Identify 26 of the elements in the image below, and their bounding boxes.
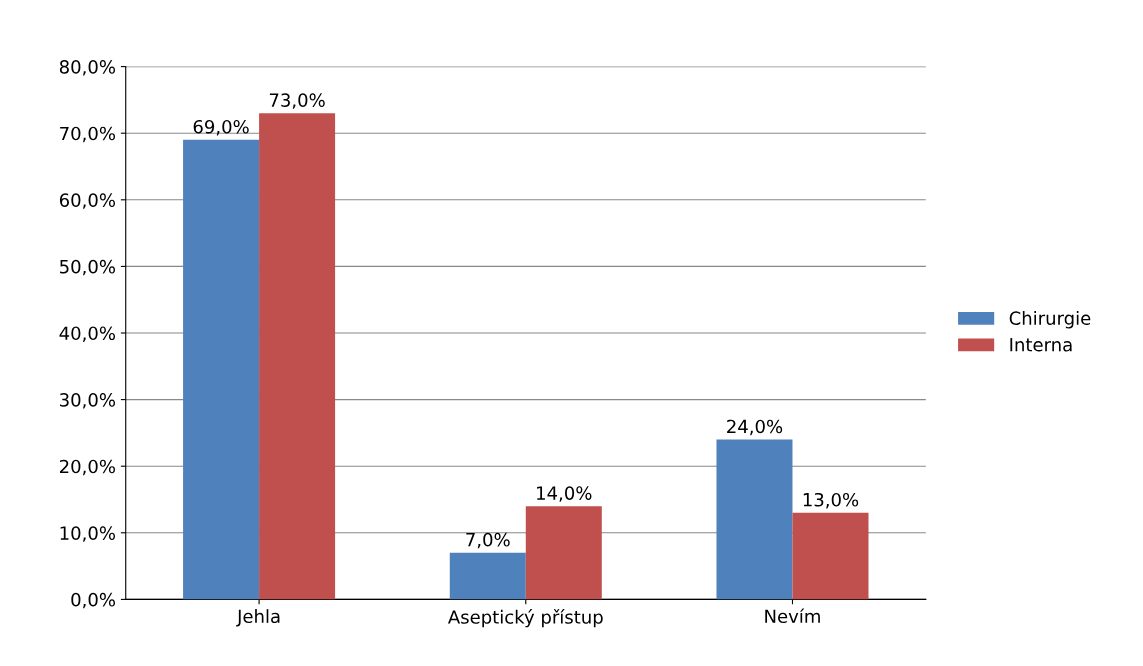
y-tick-label: 20,0% <box>59 459 116 476</box>
y-tick-label: 50,0% <box>60 259 116 276</box>
bar <box>183 139 260 600</box>
data-label: 7,0% <box>466 532 510 549</box>
x-tick-label: Nevím <box>765 608 820 624</box>
bar <box>525 506 602 600</box>
bar <box>716 439 793 600</box>
y-tick-label: 80,0% <box>59 60 116 76</box>
bar <box>792 512 869 600</box>
data-label: 73,0% <box>269 93 325 109</box>
y-tick-label: 60,0% <box>59 193 116 209</box>
legend-label: Interna <box>1010 338 1072 352</box>
legend-label: Chirurgie <box>1009 311 1091 329</box>
x-tick-label: Jehla <box>236 609 280 627</box>
y-tick-label: 10,0% <box>60 526 116 542</box>
x-tick-label: Aseptický přístup <box>447 609 603 628</box>
bar <box>259 113 336 600</box>
y-tick-label: 30,0% <box>60 393 116 409</box>
data-label: 14,0% <box>537 486 592 502</box>
y-tick-label: 70,0% <box>60 126 116 143</box>
data-label: 24,0% <box>727 419 783 436</box>
y-tick-label: 0,0% <box>71 592 116 609</box>
data-label: 13,0% <box>803 492 859 509</box>
bar <box>449 552 526 600</box>
data-label: 69,0% <box>193 119 249 136</box>
y-tick-label: 40,0% <box>59 326 116 342</box>
